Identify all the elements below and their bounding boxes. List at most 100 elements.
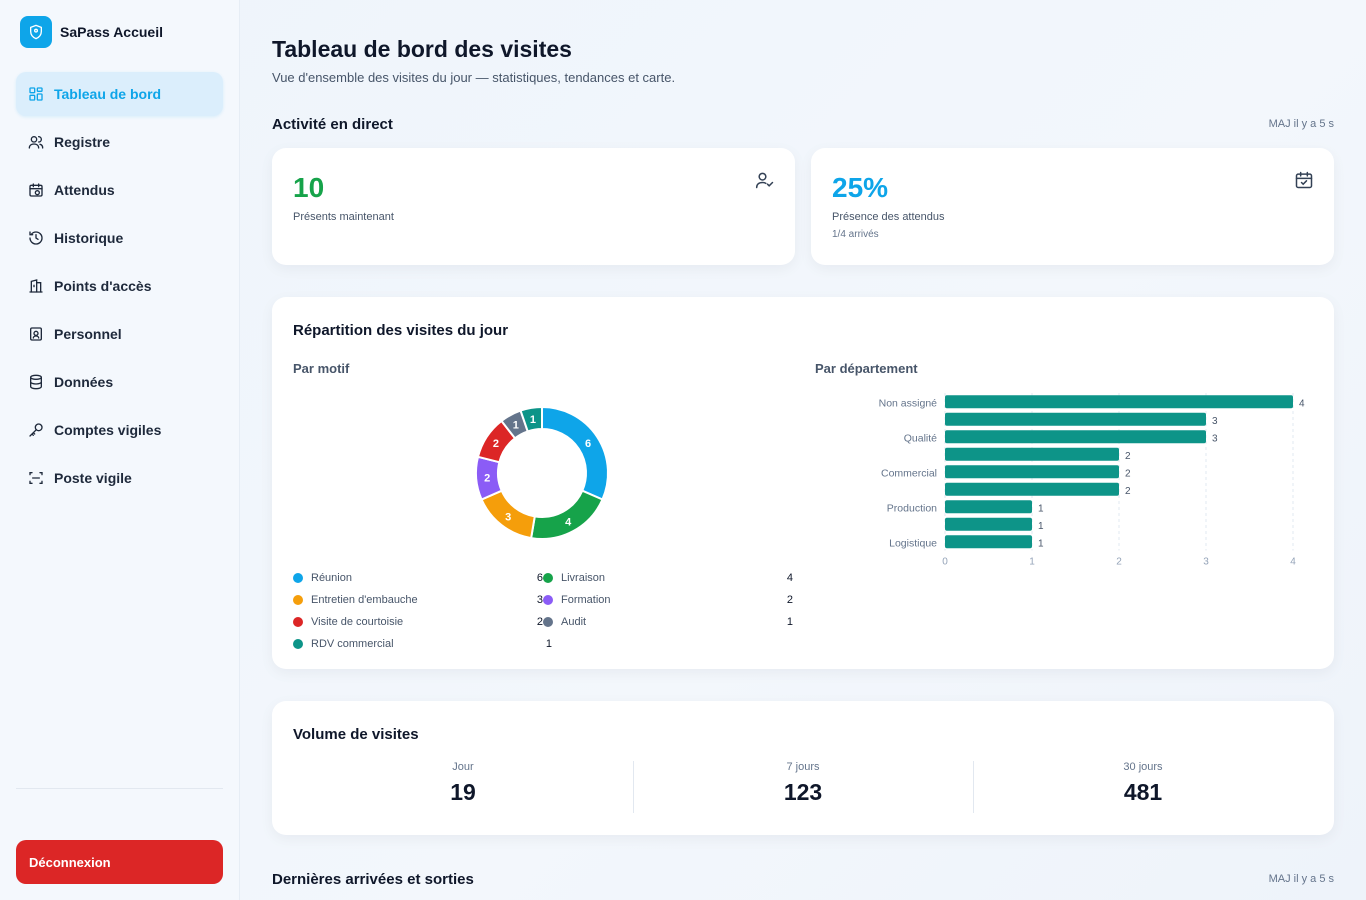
sidebar-divider [16,788,223,789]
legend-item[interactable]: RDV commercial 1 [293,638,552,650]
donut-label-bg [502,510,514,523]
y-category-label: Qualité [904,432,937,444]
x-tick-label: 3 [1203,557,1209,568]
legend-value: 4 [786,572,793,584]
bar[interactable] [945,447,1119,461]
bar-value-label: 4 [1299,398,1305,409]
reason-legend: Réunion 6 Livraison 4 Entretien d'embauc… [293,567,793,655]
bar-value-label: 1 [1038,538,1044,549]
donut-slice[interactable] [541,405,609,501]
x-tick-label: 4 [1290,557,1296,568]
legend-item[interactable]: Réunion 6 [293,572,543,584]
attendance-label: Présence des attendus [832,211,945,223]
bar[interactable] [945,517,1032,531]
sidebar-item-donnees[interactable]: Données [16,360,223,404]
legend-item[interactable]: Entretien d'embauche 3 [293,594,543,606]
brand-name: SaPass Accueil [60,24,163,40]
donut-value-label: 3 [505,511,511,523]
bar-value-label: 2 [1125,486,1131,497]
logout-button[interactable]: Déconnexion [16,840,223,884]
attendance-value: 25% [832,172,889,203]
breakdown-card: Répartition des visites du jour Par moti… [272,297,1334,669]
sidebar-item-poste-vigile[interactable]: Poste vigile [16,456,223,500]
legend-item[interactable]: Livraison 4 [543,572,793,584]
by-reason-title: Par motif [293,361,350,376]
donut-value-label: 1 [513,420,519,432]
dashboard-icon [28,86,44,102]
legend-dot [293,639,303,649]
sidebar-item-registre[interactable]: Registre [16,120,223,164]
calendar-clock-icon [28,182,44,198]
volume-week-value: 123 [783,779,823,805]
volume-divider [973,761,974,813]
bar-value-label: 2 [1125,451,1131,462]
legend-item[interactable]: Formation 2 [543,594,793,606]
bar[interactable] [945,395,1293,409]
department-bar-chart: 0 1 2 3 4 4 Non assigné 3 3 Qualité 2 2 Commercial 2 1… [879,393,1305,568]
attendance-sub: 1/4 arrivés [832,229,879,240]
sidebar-item-historique[interactable]: Historique [16,216,223,260]
bar[interactable] [945,430,1206,444]
volume-month-label: 30 jours [1123,761,1163,773]
key-icon [28,422,44,438]
user-check-icon [755,170,775,195]
users-icon [28,134,44,150]
sidebar-item-label: Poste vigile [54,470,132,486]
sidebar-item-label: Comptes vigiles [54,422,162,438]
bar[interactable] [945,482,1119,496]
donut-label-bg [490,436,502,449]
donut-label-bg [481,471,493,484]
legend-value: 3 [536,594,543,606]
live-activity-title: Activité en direct [272,116,393,133]
legend-item[interactable]: Audit 1 [543,616,793,628]
sidebar-item-label: Données [54,374,114,390]
bar[interactable] [945,465,1119,479]
bar[interactable] [945,500,1032,514]
x-tick-label: 1 [1029,557,1035,568]
legend-dot [293,595,303,605]
sidebar-nav: Tableau de bord Registre Attendus Histor… [16,72,223,504]
present-now-card: 10 Présents maintenant [272,148,795,265]
legend-label: Audit [561,616,587,628]
shield-logo-icon [20,16,52,48]
sidebar-item-personnel[interactable]: Personnel [16,312,223,356]
donut-label-bg [527,412,539,425]
legend-dot [543,595,553,605]
legend-dot [543,617,553,627]
breakdown-title: Répartition des visites du jour [293,322,509,339]
sidebar-item-label: Tableau de bord [54,86,162,102]
donut-slice[interactable] [529,489,604,540]
y-category-label: Non assigné [879,397,938,409]
sidebar-item-label: Points d'accès [54,278,152,294]
volume-week-label: 7 jours [786,761,820,773]
legend-dot [293,617,303,627]
id-badge-icon [28,326,44,342]
sidebar-item-comptes-vigiles[interactable]: Comptes vigiles [16,408,223,452]
x-tick-label: 0 [942,557,948,568]
brand[interactable]: SaPass Accueil [20,16,163,48]
recent-updated-label: MAJ il y a 5 s [1268,873,1334,885]
history-icon [28,230,44,246]
donut-value-label: 1 [530,414,536,426]
sidebar-item-label: Personnel [54,326,122,342]
donut-value-label: 2 [493,438,499,450]
bar-value-label: 3 [1212,433,1218,444]
calendar-check-icon [1294,170,1314,195]
present-now-label: Présents maintenant [293,211,394,223]
sidebar-item-points-acces[interactable]: Points d'accès [16,264,223,308]
sidebar-item-attendus[interactable]: Attendus [16,168,223,212]
bar[interactable] [945,412,1206,426]
sidebar-item-label: Registre [54,134,111,150]
page-subtitle: Vue d'ensemble des visites du jour — sta… [272,70,676,85]
page-title: Tableau de bord des visites [272,36,572,62]
reason-donut-chart: 6 4 3 2 2 1 1 [475,405,609,540]
sidebar-item-dashboard[interactable]: Tableau de bord [16,72,223,116]
bar[interactable] [945,535,1032,549]
recent-movements-title: Dernières arrivées et sorties [272,871,474,888]
volume-card: Volume de visites Jour 19 7 jours 123 30… [272,701,1334,835]
legend-value: 1 [786,616,793,628]
legend-item[interactable]: Visite de courtoisie 2 [293,616,543,628]
live-updated-label: MAJ il y a 5 s [1268,118,1334,130]
donut-value-label: 4 [565,516,572,528]
donut-label-bg [562,515,574,528]
